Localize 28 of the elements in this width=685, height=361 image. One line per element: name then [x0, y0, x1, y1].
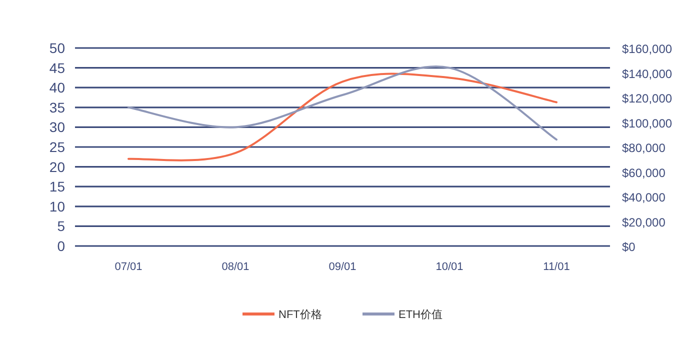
- y2-tick-label: $20,000: [622, 215, 666, 230]
- line-series: [128, 66, 558, 141]
- x-tick-label: 07/01: [114, 261, 142, 273]
- x-tick-label: 09/01: [328, 261, 356, 273]
- y-tick-label: 40: [49, 80, 66, 96]
- y2-tick-label: $160,000: [622, 42, 672, 56]
- legend-label: NFT价格: [278, 309, 322, 321]
- y-tick-label: 15: [49, 178, 66, 195]
- y2-tick-label: $100,000: [622, 116, 672, 130]
- y-tick-label: 45: [49, 60, 66, 76]
- y2-tick-label: $140,000: [622, 66, 672, 81]
- y2-tick-label: $40,000: [622, 190, 666, 204]
- y2-tick-label: $0: [622, 240, 636, 254]
- y-tick-label: 5: [57, 218, 66, 234]
- x-tick-label: 08/01: [222, 261, 250, 273]
- y-tick-label: 20: [49, 158, 66, 175]
- y-tick-label: 25: [49, 139, 66, 155]
- legend-label: ETH价值: [398, 309, 442, 321]
- x-tick-label: 11/01: [543, 261, 570, 273]
- x-tick-label: 10/01: [436, 261, 464, 273]
- y2-tick-label: $80,000: [622, 141, 666, 155]
- y2-tick-label: $60,000: [622, 166, 666, 180]
- y-tick-label: 35: [49, 99, 66, 116]
- y-tick-label: 0: [57, 238, 66, 254]
- y-tick-label: 10: [49, 198, 66, 214]
- y2-tick-label: $120,000: [622, 92, 672, 106]
- y-tick-label: 30: [49, 119, 66, 136]
- y-tick-label: 50: [49, 40, 66, 56]
